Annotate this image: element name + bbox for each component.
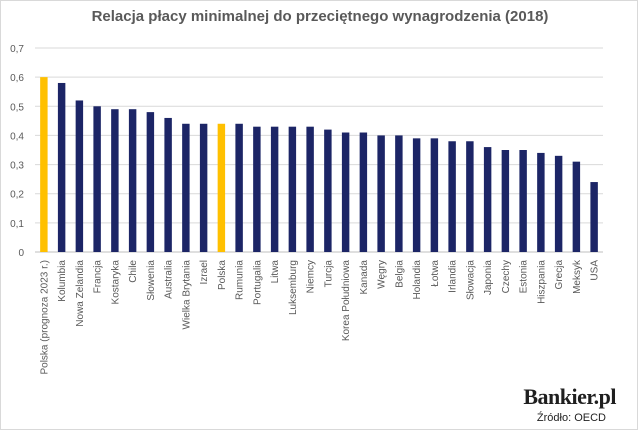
bar: [448, 141, 456, 252]
x-tick-label: Portugalia: [252, 260, 263, 305]
bar: [430, 138, 439, 252]
x-tick-label: Nowa Zelandia: [75, 260, 86, 327]
bar: [253, 126, 261, 252]
x-tick-label: Wielka Brytania: [181, 260, 192, 330]
bar: [537, 152, 545, 252]
x-tick-label: Estonia: [519, 260, 530, 294]
x-tick-label: Polska (prognoza 2023 r.): [39, 260, 50, 375]
bar: [341, 132, 350, 252]
x-tick-label: Łotwa: [430, 260, 441, 287]
y-tick-label: 0,3: [10, 161, 24, 172]
y-tick-label: 0: [18, 248, 24, 259]
x-tick-label: Niemcy: [306, 260, 317, 293]
y-tick-label: 0,5: [10, 102, 24, 113]
bar: [146, 112, 155, 252]
x-tick-label: Kanada: [359, 260, 370, 295]
y-tick-label: 0,2: [10, 190, 24, 201]
bar: [111, 109, 119, 252]
x-tick-label: Irlandia: [448, 260, 459, 293]
x-tick-label: Belgia: [394, 260, 405, 288]
x-tick-label: Kostaryka: [110, 260, 121, 305]
bar: [554, 155, 563, 252]
bar: [217, 123, 226, 253]
x-tick-label: Kolumbia: [57, 260, 68, 302]
x-tick-label: Grecja: [554, 260, 565, 290]
chart-title: Relacja płacy minimalnej do przeciętnego…: [91, 8, 549, 25]
x-tick-label: Turcja: [323, 260, 334, 288]
bar: [93, 106, 101, 253]
bar: [75, 100, 84, 252]
bar: [377, 135, 385, 252]
x-tick-label: Chile: [128, 260, 139, 283]
bar: [519, 150, 527, 252]
bar: [466, 141, 474, 252]
x-tick-label: Węgry: [377, 260, 388, 289]
x-tick-label: Czechy: [501, 260, 512, 293]
x-tick-label: Rumunia: [235, 260, 246, 300]
bar: [182, 123, 190, 253]
x-tick-label: Australia: [164, 260, 175, 299]
bar: [164, 117, 172, 252]
x-tick-label: USA: [590, 260, 601, 281]
bar: [590, 182, 598, 252]
bar: [501, 150, 510, 252]
x-tick-label: Francja: [93, 260, 104, 294]
y-tick-label: 0,4: [10, 131, 24, 142]
bar: [235, 123, 243, 253]
bar: [412, 138, 421, 252]
x-tick-label: Polska: [217, 260, 228, 290]
bar: [40, 77, 48, 253]
bar: [270, 126, 279, 252]
x-tick-label: Litwa: [270, 260, 281, 284]
bar: [324, 129, 332, 252]
brand-logo: Bankier.pl: [523, 384, 616, 409]
y-tick-label: 0,1: [10, 219, 24, 230]
bar: [572, 161, 581, 252]
x-tick-label: Holandia: [412, 260, 423, 300]
x-tick-label: Japonia: [483, 260, 494, 295]
bar: [128, 109, 137, 252]
bar: [483, 147, 492, 252]
y-tick-label: 0,7: [10, 44, 24, 55]
source-note: Źródło: OECD: [536, 412, 606, 424]
x-tick-label: Słowacja: [465, 260, 476, 300]
x-tick-label: Korea Południowa: [341, 260, 352, 342]
bar: [288, 126, 297, 252]
x-tick-label: Izrael: [199, 260, 210, 284]
x-tick-label: Luksemburg: [288, 260, 299, 315]
x-tick-label: Hiszpania: [536, 260, 547, 304]
bar: [306, 126, 314, 252]
bar: [359, 132, 368, 252]
y-tick-label: 0,6: [10, 73, 24, 84]
x-tick-label: Słowenia: [146, 260, 157, 301]
bar: [199, 123, 208, 253]
bar: [57, 82, 66, 252]
x-tick-label: Meksyk: [572, 259, 583, 294]
bar: [395, 135, 403, 252]
